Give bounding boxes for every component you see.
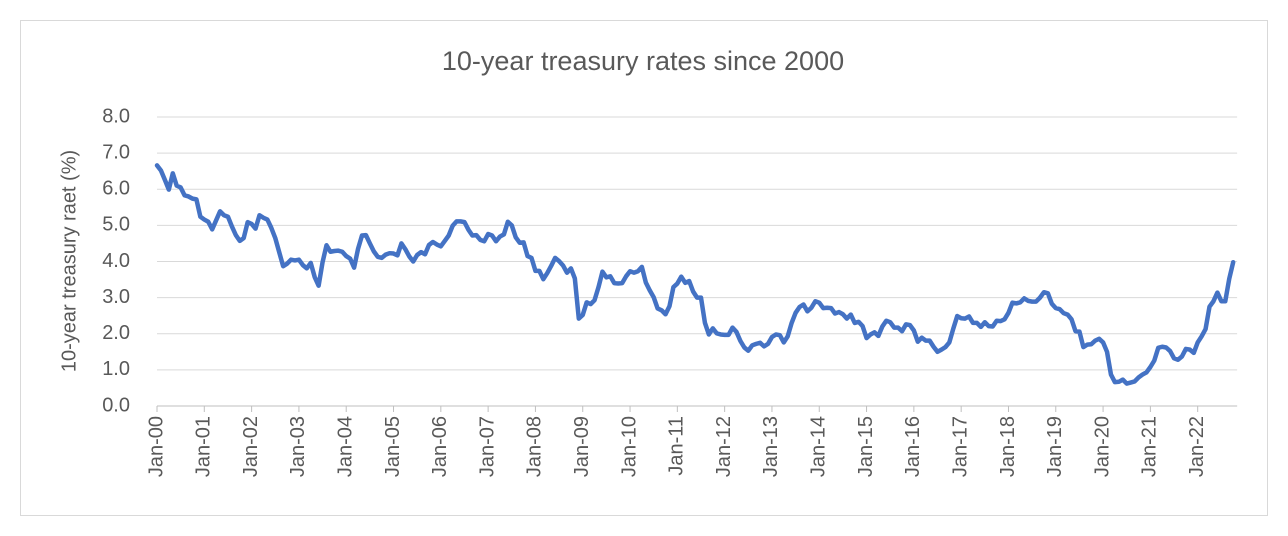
y-tick-label: 3.0 <box>102 286 130 308</box>
x-tick-label: Jan-07 <box>476 416 498 477</box>
x-tick-label: Jan-09 <box>571 416 593 477</box>
x-tick-label: Jan-20 <box>1091 416 1113 477</box>
y-tick-label: 6.0 <box>102 178 130 200</box>
x-tick-label: Jan-19 <box>1044 416 1066 477</box>
x-tick-label: Jan-14 <box>808 416 830 477</box>
y-tick-label: 7.0 <box>102 141 130 163</box>
x-tick-label: Jan-21 <box>1139 416 1161 477</box>
chart-title: 10-year treasury rates since 2000 <box>442 46 844 76</box>
x-tick-label: Jan-06 <box>429 416 451 477</box>
x-tick-label: Jan-08 <box>524 416 546 477</box>
x-tick-label: Jan-00 <box>145 416 167 477</box>
x-tick-label: Jan-15 <box>855 416 877 477</box>
y-tick-label: 2.0 <box>102 322 130 344</box>
y-axis-label: 10-year treasury raet (%) <box>58 150 80 372</box>
x-tick-label: Jan-13 <box>760 416 782 477</box>
x-tick-label: Jan-12 <box>713 416 735 477</box>
x-tick-label: Jan-17 <box>949 416 971 477</box>
y-tick-label: 8.0 <box>102 105 130 127</box>
y-tick-label: 4.0 <box>102 250 130 272</box>
x-tick-label: Jan-18 <box>997 416 1019 477</box>
y-tick-label: 0.0 <box>102 394 130 416</box>
data-line <box>154 163 1236 386</box>
x-tick-label: Jan-22 <box>1186 416 1208 477</box>
x-tick-label: Jan-03 <box>287 416 309 477</box>
y-tick-label: 5.0 <box>102 214 130 236</box>
x-tick-label: Jan-16 <box>902 416 924 477</box>
y-tick-label: 1.0 <box>102 358 130 380</box>
x-tick-label: Jan-01 <box>193 416 215 477</box>
x-tick-label: Jan-02 <box>240 416 262 477</box>
x-tick-label: Jan-04 <box>334 416 356 477</box>
x-tick-label: Jan-05 <box>382 416 404 477</box>
x-tick-label: Jan-11 <box>666 416 688 476</box>
x-tick-label: Jan-10 <box>618 416 640 477</box>
